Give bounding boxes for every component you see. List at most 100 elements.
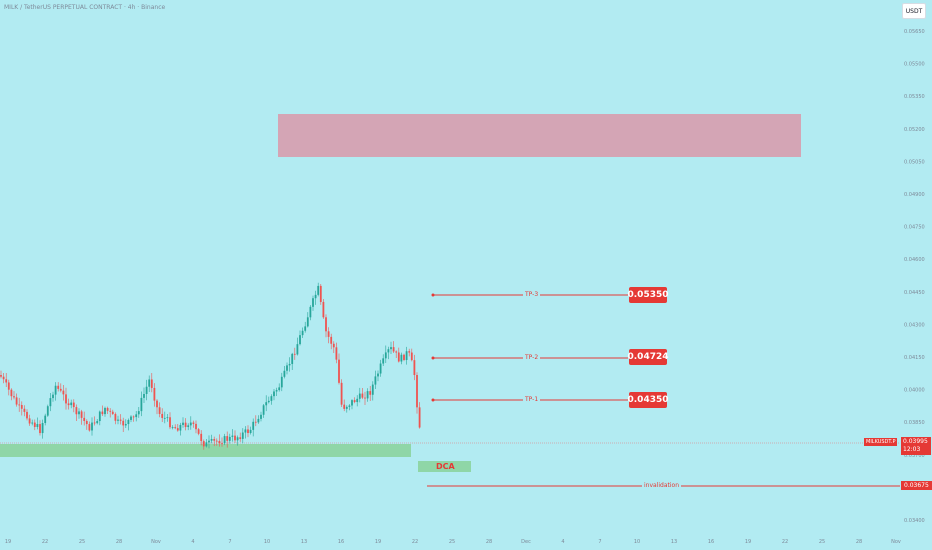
candle (236, 437, 239, 441)
invalidation-price-tag: 0.03675 (901, 481, 932, 490)
candle (317, 285, 320, 295)
time-tick-label: Nov (891, 539, 901, 545)
time-tick-label: 13 (301, 539, 307, 545)
tp2-price-badge[interactable]: 0.04724 (628, 349, 669, 365)
candle (176, 428, 179, 431)
candle (249, 429, 252, 434)
support-zone (0, 444, 411, 457)
tp3-price-badge[interactable]: 0.05350 (628, 287, 669, 303)
time-tick-label: 19 (5, 539, 11, 545)
price-tick-label: 0.03700 (904, 453, 925, 459)
candle (78, 411, 80, 415)
candle (28, 418, 31, 424)
candle (18, 404, 21, 406)
candle (36, 424, 39, 427)
candle (408, 351, 411, 353)
current-price-tag: 0.03995 12:03 (901, 437, 931, 455)
candle (195, 423, 197, 430)
candle (75, 407, 78, 415)
time-axis: 19 22 25 28 Nov 4 7 10 13 16 19 22 25 28 Dec 4 7 10 13 16 19… (5, 539, 901, 545)
candle (299, 335, 301, 345)
candle (267, 400, 270, 403)
time-tick-label: 25 (79, 539, 85, 545)
time-tick-label: 22 (42, 539, 48, 545)
candle (387, 349, 390, 353)
candle (137, 411, 140, 415)
candles-layer (0, 282, 421, 450)
tp1-handle[interactable] (431, 398, 435, 402)
candle (283, 370, 286, 377)
candle (33, 422, 36, 427)
price-tick-label: 0.04150 (904, 355, 925, 361)
candle (124, 424, 127, 426)
candle (390, 347, 392, 350)
tp1-price-badge[interactable]: 0.04350 (628, 392, 669, 408)
candle (101, 411, 104, 415)
candle (5, 379, 8, 383)
time-tick-label: 13 (671, 539, 677, 545)
candle (348, 405, 351, 407)
candle (304, 326, 307, 331)
currency-button[interactable]: USDT (902, 3, 926, 19)
candle (413, 360, 416, 376)
candle (252, 421, 255, 430)
candle (20, 405, 23, 409)
candle (280, 376, 283, 388)
candle (254, 421, 257, 423)
candle (104, 407, 106, 415)
tp3-handle[interactable] (431, 293, 435, 297)
candle (345, 406, 348, 409)
candle (351, 400, 353, 406)
candle (319, 285, 322, 302)
candle (83, 417, 86, 421)
candle (223, 436, 226, 444)
candle (93, 422, 96, 424)
candle (192, 422, 195, 424)
candle (306, 317, 309, 327)
time-tick-label: 10 (264, 539, 270, 545)
tp2-label: TP-2 (523, 354, 541, 361)
candle (205, 442, 208, 447)
candle (293, 353, 296, 355)
candle (340, 382, 343, 405)
time-tick-label: 25 (449, 539, 455, 545)
candle (171, 427, 174, 428)
candle (163, 417, 166, 419)
price-tick-label: 0.05200 (904, 127, 925, 133)
candle (273, 391, 275, 397)
candle (371, 384, 374, 395)
candle (187, 425, 190, 428)
candle (122, 420, 125, 426)
candle (338, 359, 340, 383)
candle (44, 415, 47, 424)
candle (109, 410, 112, 412)
candle (322, 301, 325, 318)
price-tick-label: 0.03850 (904, 420, 925, 426)
candle (202, 441, 205, 447)
current-price-value: 0.03995 (903, 438, 928, 445)
time-tick-label: 7 (228, 539, 231, 545)
candle (127, 419, 130, 425)
time-tick-label: 16 (338, 539, 344, 545)
candle (335, 347, 338, 360)
time-tick-label: 22 (412, 539, 418, 545)
candle (39, 424, 41, 434)
tp2-handle[interactable] (431, 356, 435, 360)
time-tick-label: 10 (634, 539, 640, 545)
price-tick-label: 0.04000 (904, 388, 925, 394)
candle (405, 351, 408, 360)
time-tick-label: 28 (116, 539, 122, 545)
candle (49, 398, 52, 407)
candle (244, 429, 247, 433)
candle (234, 435, 236, 441)
candle (260, 414, 262, 419)
candle (291, 353, 294, 364)
target-zone (278, 114, 801, 157)
candle (52, 394, 54, 399)
candle (377, 373, 379, 377)
candle (59, 388, 62, 391)
candle (88, 424, 91, 431)
candle (197, 429, 200, 434)
candle (54, 385, 57, 395)
